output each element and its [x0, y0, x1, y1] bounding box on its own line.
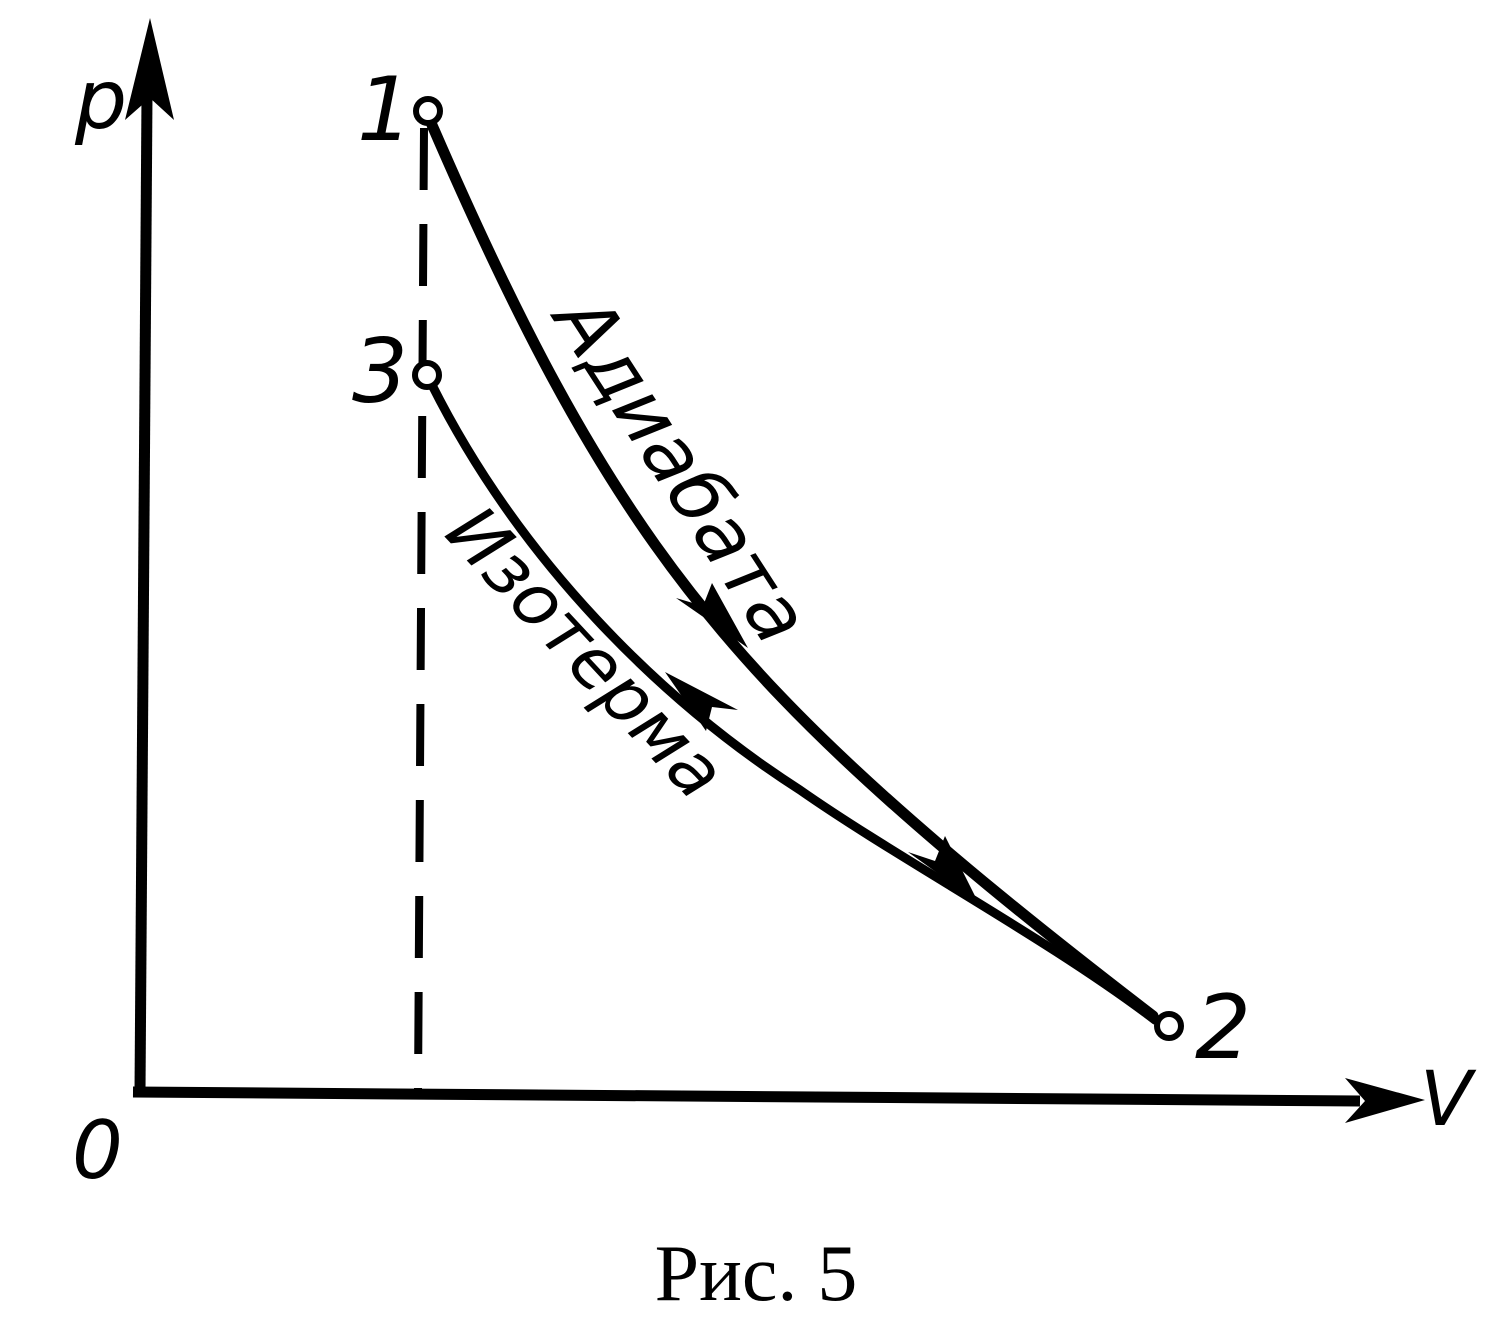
adiabat-direction-arrow-icon — [676, 583, 748, 648]
point-3-marker — [412, 360, 442, 390]
isochore-dashed-line — [414, 127, 428, 1094]
x-axis — [132, 1086, 1361, 1107]
point-1-marker — [413, 96, 443, 126]
point-2-label: 2 — [1195, 976, 1251, 1079]
point-2-marker — [1154, 1011, 1184, 1041]
isotherm-curve — [427, 380, 1160, 1025]
point-3-label: 3 — [352, 320, 408, 423]
point-1-label: 1 — [357, 58, 413, 161]
y-axis-arrowhead-icon — [125, 18, 174, 120]
adiabat-curve — [426, 119, 1159, 1022]
adiabat-end-arrow-icon — [908, 836, 978, 902]
figure-caption: Рис. 5 — [655, 1230, 858, 1318]
y-axis — [134, 94, 153, 1093]
x-axis-arrowhead-icon — [1345, 1078, 1425, 1123]
origin-label: 0 — [72, 1104, 123, 1197]
y-axis-label: p — [74, 53, 127, 148]
isotherm-direction-arrow-icon — [665, 672, 738, 731]
x-axis-label: V — [1420, 1054, 1477, 1143]
